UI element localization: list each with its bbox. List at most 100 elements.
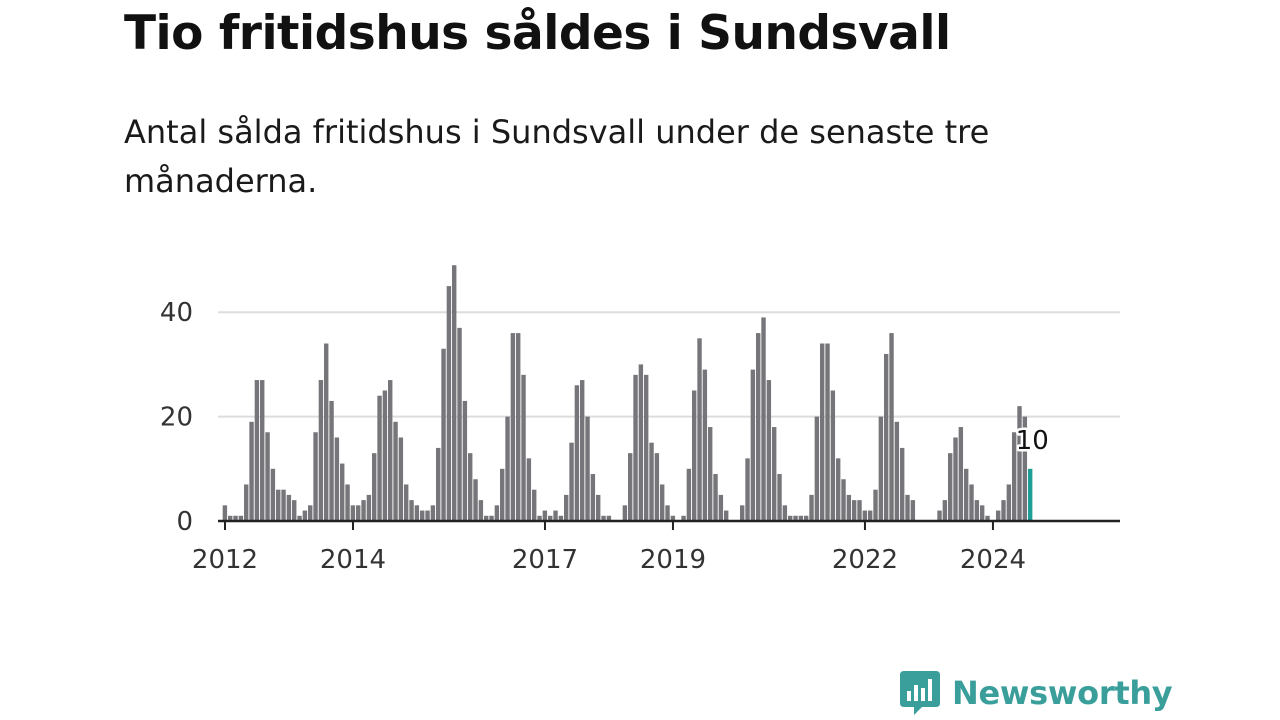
y-tick-label: 20 [160,403,193,433]
bar [516,333,521,521]
bar [489,515,494,521]
chart-subtitle: Antal sålda fritidshus i Sundsvall under… [124,113,990,200]
bar [393,421,398,521]
bar [510,333,516,521]
bar [254,380,260,521]
bars [222,265,1033,521]
bar [420,510,425,521]
bar [308,505,313,521]
bar [233,515,238,521]
bar [755,333,761,521]
bar [270,468,276,521]
bar [1001,500,1006,521]
bar [793,515,798,521]
x-tick-label: 2017 [512,545,578,575]
bar [777,474,782,521]
gridlines [218,311,1120,418]
y-tick-label: 0 [176,507,193,537]
bar [1006,484,1012,521]
bar [366,494,372,521]
bar [425,510,430,521]
bar [739,505,745,521]
bar [532,489,537,521]
bar [798,515,804,521]
bar [862,510,868,521]
bar [377,395,382,521]
bar [345,484,350,521]
bar [526,458,532,521]
bar [670,515,676,521]
bar [649,442,654,521]
bar [409,500,414,521]
bar [963,468,969,521]
bar [771,427,777,521]
bar [334,437,340,521]
bar [1011,432,1017,521]
bar [910,500,916,521]
newsworthy-logo-icon [900,671,940,715]
bar [404,484,409,521]
bar [947,453,953,521]
bar [292,500,297,521]
bar [974,500,980,521]
bar [478,500,484,521]
x-tick-label: 2024 [960,545,1026,575]
bar [564,494,569,521]
bar [324,343,329,521]
bar [841,479,846,521]
bar [441,348,446,521]
bar [937,510,942,521]
bar [766,380,772,521]
bar [302,510,308,521]
bar [436,447,441,521]
bar [340,463,345,521]
bar [958,427,964,521]
bar-chart: 0 20 40 2012 2014 2017 2019 2022 2024 10 [160,265,1120,575]
bar [761,317,766,521]
bar [569,442,574,521]
bar [228,515,233,521]
chart-title: Tio fritidshus såldes i Sundsvall [124,6,951,61]
bar [329,400,334,521]
bar [286,494,292,521]
bar [979,505,985,521]
bar [388,380,393,521]
bar [430,505,436,521]
bar [718,494,724,521]
bar [809,494,814,521]
bar [644,374,649,521]
x-tick-label: 2012 [192,545,258,575]
bar [281,489,286,521]
bar [985,515,990,521]
bar [1022,416,1028,521]
bar [548,515,553,521]
bar [244,484,249,521]
bar [553,510,558,521]
bar [857,500,862,521]
bar [542,510,548,521]
bar [558,515,564,521]
bar [313,432,318,521]
bar [361,500,366,521]
bar [500,468,505,521]
bar [814,416,820,521]
bar [819,343,825,521]
newsworthy-logo: Newsworthy [900,668,1173,718]
bar [633,374,638,521]
bar [457,327,462,521]
x-tick-label: 2022 [832,545,898,575]
bar [750,369,756,521]
bar [628,453,633,521]
bar [942,500,948,521]
bar [468,453,473,521]
bar [723,510,729,521]
bar [297,515,302,521]
bar [382,390,388,521]
bar [681,515,686,521]
bar [505,416,510,521]
latest-value-label: 10 [1016,426,1049,456]
bar [222,505,228,521]
bar [969,484,974,521]
bar [787,515,793,521]
bar [665,505,670,521]
